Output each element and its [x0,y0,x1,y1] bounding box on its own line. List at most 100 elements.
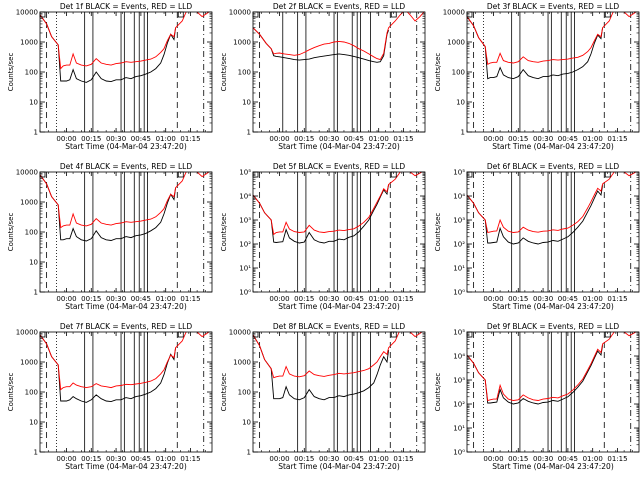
y-tick-label: 100 [452,69,465,77]
x-tick-label: 00:15 [81,135,101,143]
x-tick-label: 00:45 [344,455,364,463]
y-tick-label: 10000 [16,329,38,337]
y-axis-label: Counts/sec [434,213,442,252]
x-tick-label: 00:45 [131,455,151,463]
y-tick-label: 1000 [233,39,251,47]
x-tick-label: 00:15 [81,455,101,463]
marker-lines [259,172,418,292]
x-tick-label: 00:45 [344,135,364,143]
y-tick-label: 100 [25,229,38,237]
axes-frame [466,11,640,133]
y-axis-label: Counts/sec [7,373,15,412]
panel-det-5: Det 5f BLACK = Events, RED = LLD 10⁰ 10¹ 10… [220,162,426,311]
y-tick-label: 100 [25,69,38,77]
series-line-lld [40,172,210,229]
y-tick-label: 10 [29,419,38,427]
axes-frame [39,11,213,133]
y-tick-label: 10000 [16,9,38,17]
y-tick-label: 10¹ [453,265,465,273]
x-axis-label: Start Time (04-Mar-04 23:47:20) [492,302,614,311]
x-tick-label: 00:00 [483,295,503,303]
y-tick-label: 10⁵ [239,169,251,177]
y-tick-label: 10⁰ [453,289,465,297]
panel-title: Det 3f BLACK = Events, RED = LLD [487,2,620,11]
x-tick-label: 00:15 [508,455,528,463]
x-tick-label: 01:00 [156,455,176,463]
x-tick-label: 01:00 [156,135,176,143]
series-line-events [40,334,177,403]
x-tick-label: 00:00 [56,295,76,303]
marker-lines [473,12,632,132]
series-line-events [467,16,604,80]
series-line-lld [253,332,423,379]
y-axis-label: Counts/sec [434,53,442,92]
y-tick-label: 10³ [453,377,465,385]
y-tick-label: 100 [238,389,251,397]
y-axis-label: Counts/sec [220,213,228,252]
panel-det-6: Det 6f BLACK = Events, RED = LLD 10⁰ 10¹ 10… [434,162,640,311]
x-tick-label: 00:15 [294,295,314,303]
y-tick-label: 100 [238,69,251,77]
x-tick-label: 00:45 [558,455,578,463]
x-axis-label: Start Time (04-Mar-04 23:47:20) [278,302,400,311]
panel-det-4: Det 4f BLACK = Events, RED = LLD 1 10 100 10… [7,162,213,311]
y-tick-label: 10³ [453,217,465,225]
y-tick-label: 10000 [443,9,465,17]
marker-lines [259,12,418,132]
x-tick-label: 00:30 [533,135,553,143]
x-tick-label: 00:30 [533,455,553,463]
panel-title: Det 1f BLACK = Events, RED = LLD [60,2,193,11]
y-axis-label: Counts/sec [7,213,15,252]
x-tick-label: 01:15 [180,455,200,463]
x-tick-label: 00:00 [269,135,289,143]
x-tick-label: 01:00 [369,295,389,303]
y-tick-label: 10000 [16,169,38,177]
x-tick-label: 00:30 [319,295,339,303]
x-tick-label: 00:00 [269,455,289,463]
x-tick-label: 00:00 [56,455,76,463]
x-tick-label: 01:00 [583,135,603,143]
x-tick-label: 00:45 [558,135,578,143]
y-tick-label: 1000 [447,39,465,47]
x-tick-label: 01:15 [180,295,200,303]
series-line-lld [467,12,637,65]
y-tick-label: 1 [34,289,38,297]
x-tick-label: 00:00 [269,295,289,303]
x-tick-label: 01:15 [180,135,200,143]
y-axis-label: Counts/sec [434,373,442,412]
x-tick-label: 00:45 [344,295,364,303]
x-tick-label: 01:15 [607,135,627,143]
y-tick-label: 10² [239,241,251,249]
x-tick-label: 00:15 [294,135,314,143]
panel-title: Det 2f BLACK = Events, RED = LLD [273,2,406,11]
panel-det-1: Det 1f BLACK = Events, RED = LLD 1 10 100 10… [7,2,213,151]
x-tick-label: 00:30 [319,135,339,143]
x-tick-label: 01:00 [156,295,176,303]
x-tick-label: 00:30 [319,455,339,463]
y-tick-label: 10⁵ [453,169,465,177]
y-tick-label: 10 [29,259,38,267]
panel-title: Det 6f BLACK = Events, RED = LLD [487,162,620,171]
y-tick-label: 1 [461,129,465,137]
panel-title: Det 5f BLACK = Events, RED = LLD [273,162,406,171]
x-tick-label: 01:00 [369,455,389,463]
y-tick-label: 10¹ [239,265,251,273]
x-tick-label: 01:00 [583,295,603,303]
y-tick-label: 10⁴ [453,353,465,361]
x-tick-label: 00:30 [106,135,126,143]
marker-lines [46,12,205,132]
panel-title: Det 7f BLACK = Events, RED = LLD [60,322,193,331]
x-tick-label: 00:15 [508,135,528,143]
y-tick-label: 10000 [229,9,251,17]
axes-frame [252,331,426,453]
x-tick-label: 00:00 [483,455,503,463]
series-line-events [40,174,177,242]
marker-lines [473,172,632,292]
axes-frame [252,11,426,133]
y-tick-label: 10⁴ [453,193,465,201]
series-line-lld [467,332,637,402]
x-tick-label: 00:00 [483,135,503,143]
y-tick-label: 1 [34,449,38,457]
series-line-events [467,345,604,405]
